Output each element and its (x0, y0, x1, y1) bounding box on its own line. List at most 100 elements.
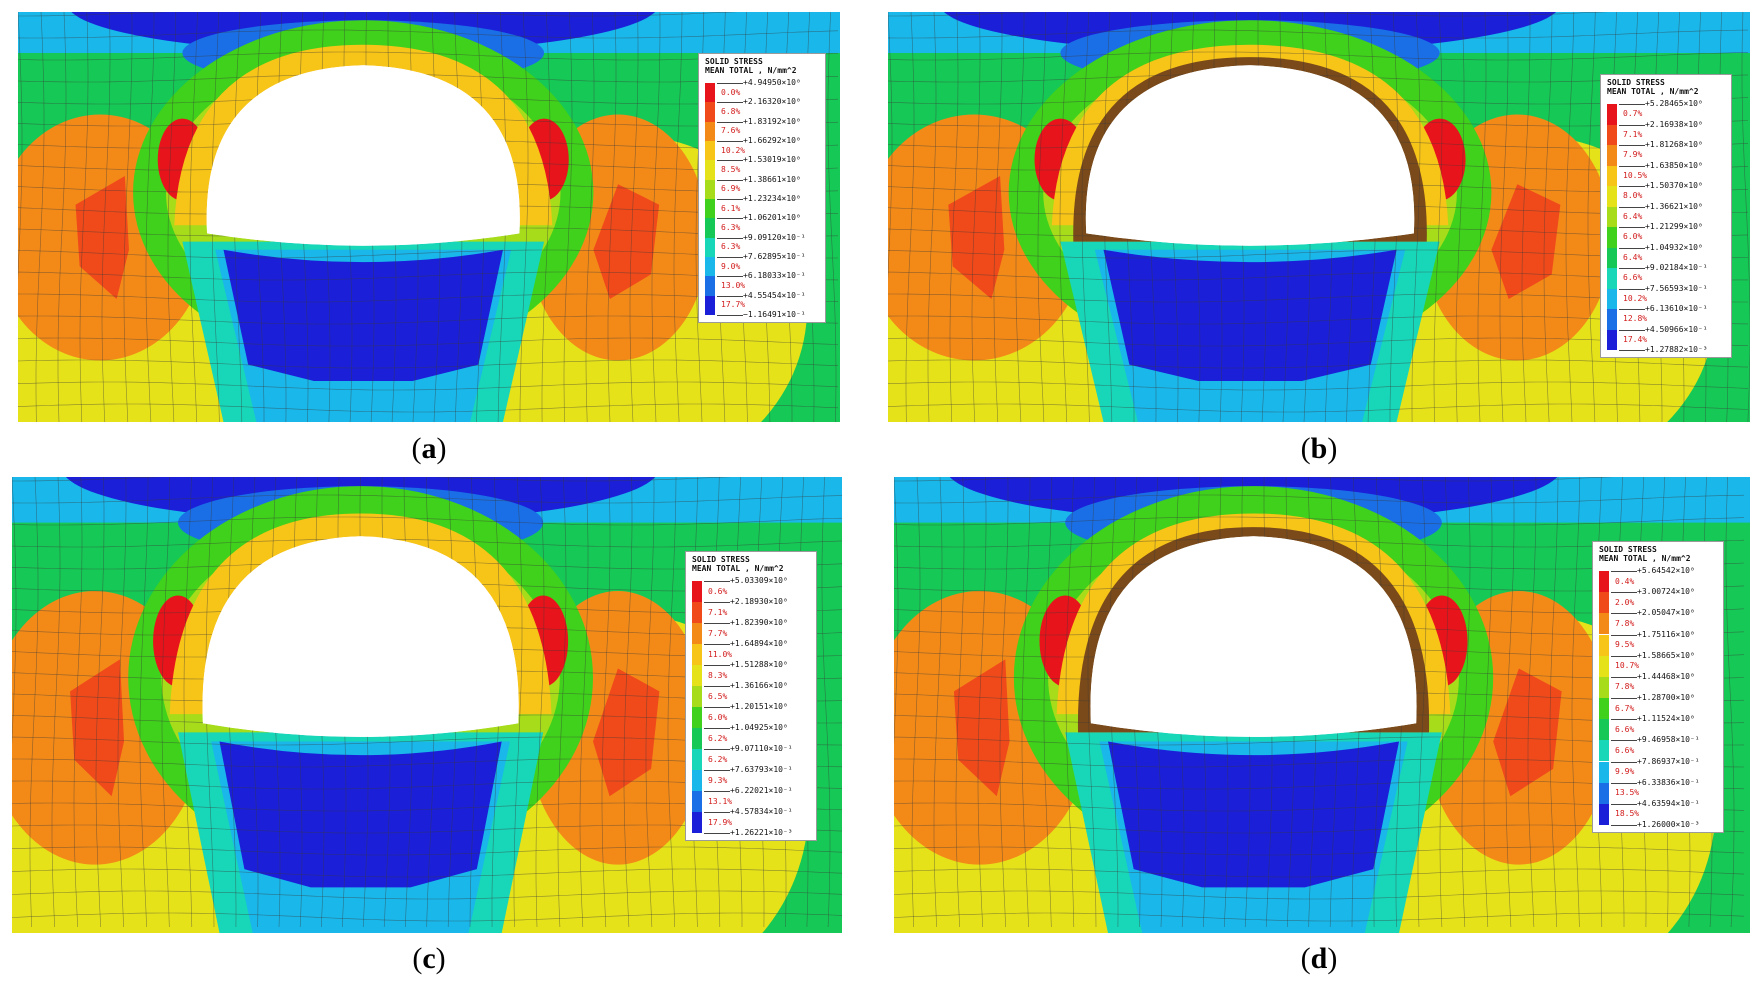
legend-swatch (692, 581, 702, 602)
legend-tick (1611, 825, 1637, 826)
legend-percent: 13.0% (721, 281, 746, 290)
mesh-line-h (894, 846, 1745, 856)
mesh-line-h (12, 538, 842, 548)
legend-swatch (692, 686, 702, 707)
legend-swatch (692, 728, 702, 749)
legend-percent: 10.2% (721, 145, 746, 155)
mesh-line-v (1521, 12, 1531, 422)
invert-blue-zone (1103, 249, 1397, 381)
legend-tick (1611, 719, 1637, 721)
legend-value: +1.21299×10⁰ (1645, 222, 1703, 231)
legend-tick (1611, 803, 1637, 805)
legend-value: +1.04932×10⁰ (1645, 242, 1703, 252)
caption-d: (d) (1300, 942, 1338, 975)
legend-value: +7.63793×10⁻¹ (730, 765, 793, 774)
mesh-line-h (888, 51, 1749, 61)
legend-value: +1.64894×10⁰ (730, 639, 788, 648)
legend-swatch (1607, 206, 1617, 227)
legend-percent: 6.0% (708, 712, 728, 722)
legend-swatch (1599, 571, 1609, 593)
legend-swatch (705, 199, 715, 219)
legend-tick (1619, 268, 1645, 269)
mesh-line-v (145, 12, 155, 422)
legend-value: +4.57834×10⁻¹ (730, 807, 793, 816)
mesh-line-h (18, 29, 839, 39)
legend-title-line2: MEAN TOTAL , N/mm^2 (1607, 87, 1699, 96)
mesh-line-v (161, 477, 171, 928)
legend-swatch (705, 179, 715, 199)
legend-value: +1.83192×10⁰ (743, 116, 801, 126)
legend-tick (704, 644, 730, 645)
tunnel-opening-cover (202, 536, 519, 737)
legend-percent: 6.2% (708, 754, 728, 764)
legend-percent: 2.0% (1615, 597, 1635, 607)
legend-percent: 11.0% (708, 649, 733, 659)
mesh-line-v (949, 12, 959, 422)
legend-swatch (1607, 124, 1617, 145)
mesh-line-v (667, 477, 677, 928)
mesh-line-v (1455, 12, 1465, 422)
legend-swatch (1599, 803, 1609, 825)
legend-swatch (705, 257, 715, 277)
mesh-line-v (1527, 477, 1537, 928)
legend-swatch (1599, 655, 1609, 677)
legend-percent: 6.4% (1623, 211, 1643, 221)
mesh-line-v (1477, 12, 1487, 422)
mesh-line-h (12, 477, 733, 482)
legend-tick (704, 791, 730, 792)
mesh-line-v (1505, 477, 1515, 928)
mesh-line-v (35, 12, 45, 422)
legend-value: +1.63850×10⁰ (1645, 160, 1703, 170)
legend-value: +1.81268×10⁰ (1645, 140, 1703, 149)
legend-tick (704, 728, 730, 729)
legend-percent: 7.9% (1623, 150, 1643, 160)
legend-value: +2.18930×10⁰ (730, 597, 788, 606)
legend-tick (1619, 145, 1645, 146)
mesh-line-h (888, 29, 1749, 39)
mesh-line-v (139, 477, 149, 928)
legend-value: +2.16938×10⁰ (1645, 119, 1703, 129)
legend-value: +9.46958×10⁻¹ (1637, 735, 1700, 745)
legend-tick (717, 237, 743, 239)
legend-percent: 17.7% (721, 300, 746, 310)
legend-tick (717, 199, 743, 200)
legend-value: +5.03309×10⁰ (730, 576, 788, 585)
legend-percent: 9.9% (1615, 767, 1635, 777)
legend-tick (1619, 350, 1645, 351)
legend-title-line2: MEAN TOTAL , N/mm^2 (692, 564, 784, 573)
mesh-line-h (894, 890, 1745, 900)
legend-percent: 17.4% (1623, 334, 1648, 344)
legend-swatch (705, 141, 715, 161)
legend-tick (1619, 227, 1645, 228)
legend-title-line2: MEAN TOTAL , N/mm^2 (705, 66, 797, 75)
mesh-line-v (1021, 477, 1031, 928)
legend-percent: 8.5% (721, 165, 741, 174)
mesh-line-v (1015, 12, 1025, 422)
mesh-line-v (927, 12, 937, 422)
mesh-line-v (101, 12, 111, 422)
legend-tick (1611, 571, 1637, 572)
legend-value: +9.02184×10⁻¹ (1645, 263, 1708, 272)
legend-swatch (1607, 145, 1617, 166)
legend-percent: 12.8% (1623, 314, 1648, 324)
legend-tick (717, 295, 743, 297)
mesh-line-h (18, 337, 839, 347)
legend-value: +7.62895×10⁻¹ (743, 252, 806, 261)
red-zone-right (1491, 184, 1561, 299)
mesh-line-v (117, 477, 127, 928)
legend-title: SOLID STRESS MEAN TOTAL , N/mm^2 (1599, 545, 1691, 563)
legend-tick (1619, 309, 1645, 310)
legend-value: +6.33836×10⁻¹ (1637, 777, 1700, 787)
mesh-line-v (1081, 12, 1090, 422)
mesh-line-v (1087, 477, 1097, 928)
legend-value: +5.64542×10⁰ (1637, 566, 1695, 575)
tunnel-opening-cover (1090, 536, 1417, 737)
red-zone-left (948, 176, 1005, 299)
legend-tick (1611, 698, 1637, 699)
legend-swatch (1607, 104, 1617, 125)
mesh-line-h (12, 494, 842, 504)
invert-blue-zone (1108, 741, 1400, 888)
legend-tick (717, 257, 743, 258)
invert-blue-zone (223, 249, 503, 381)
legend-tick (704, 707, 730, 708)
